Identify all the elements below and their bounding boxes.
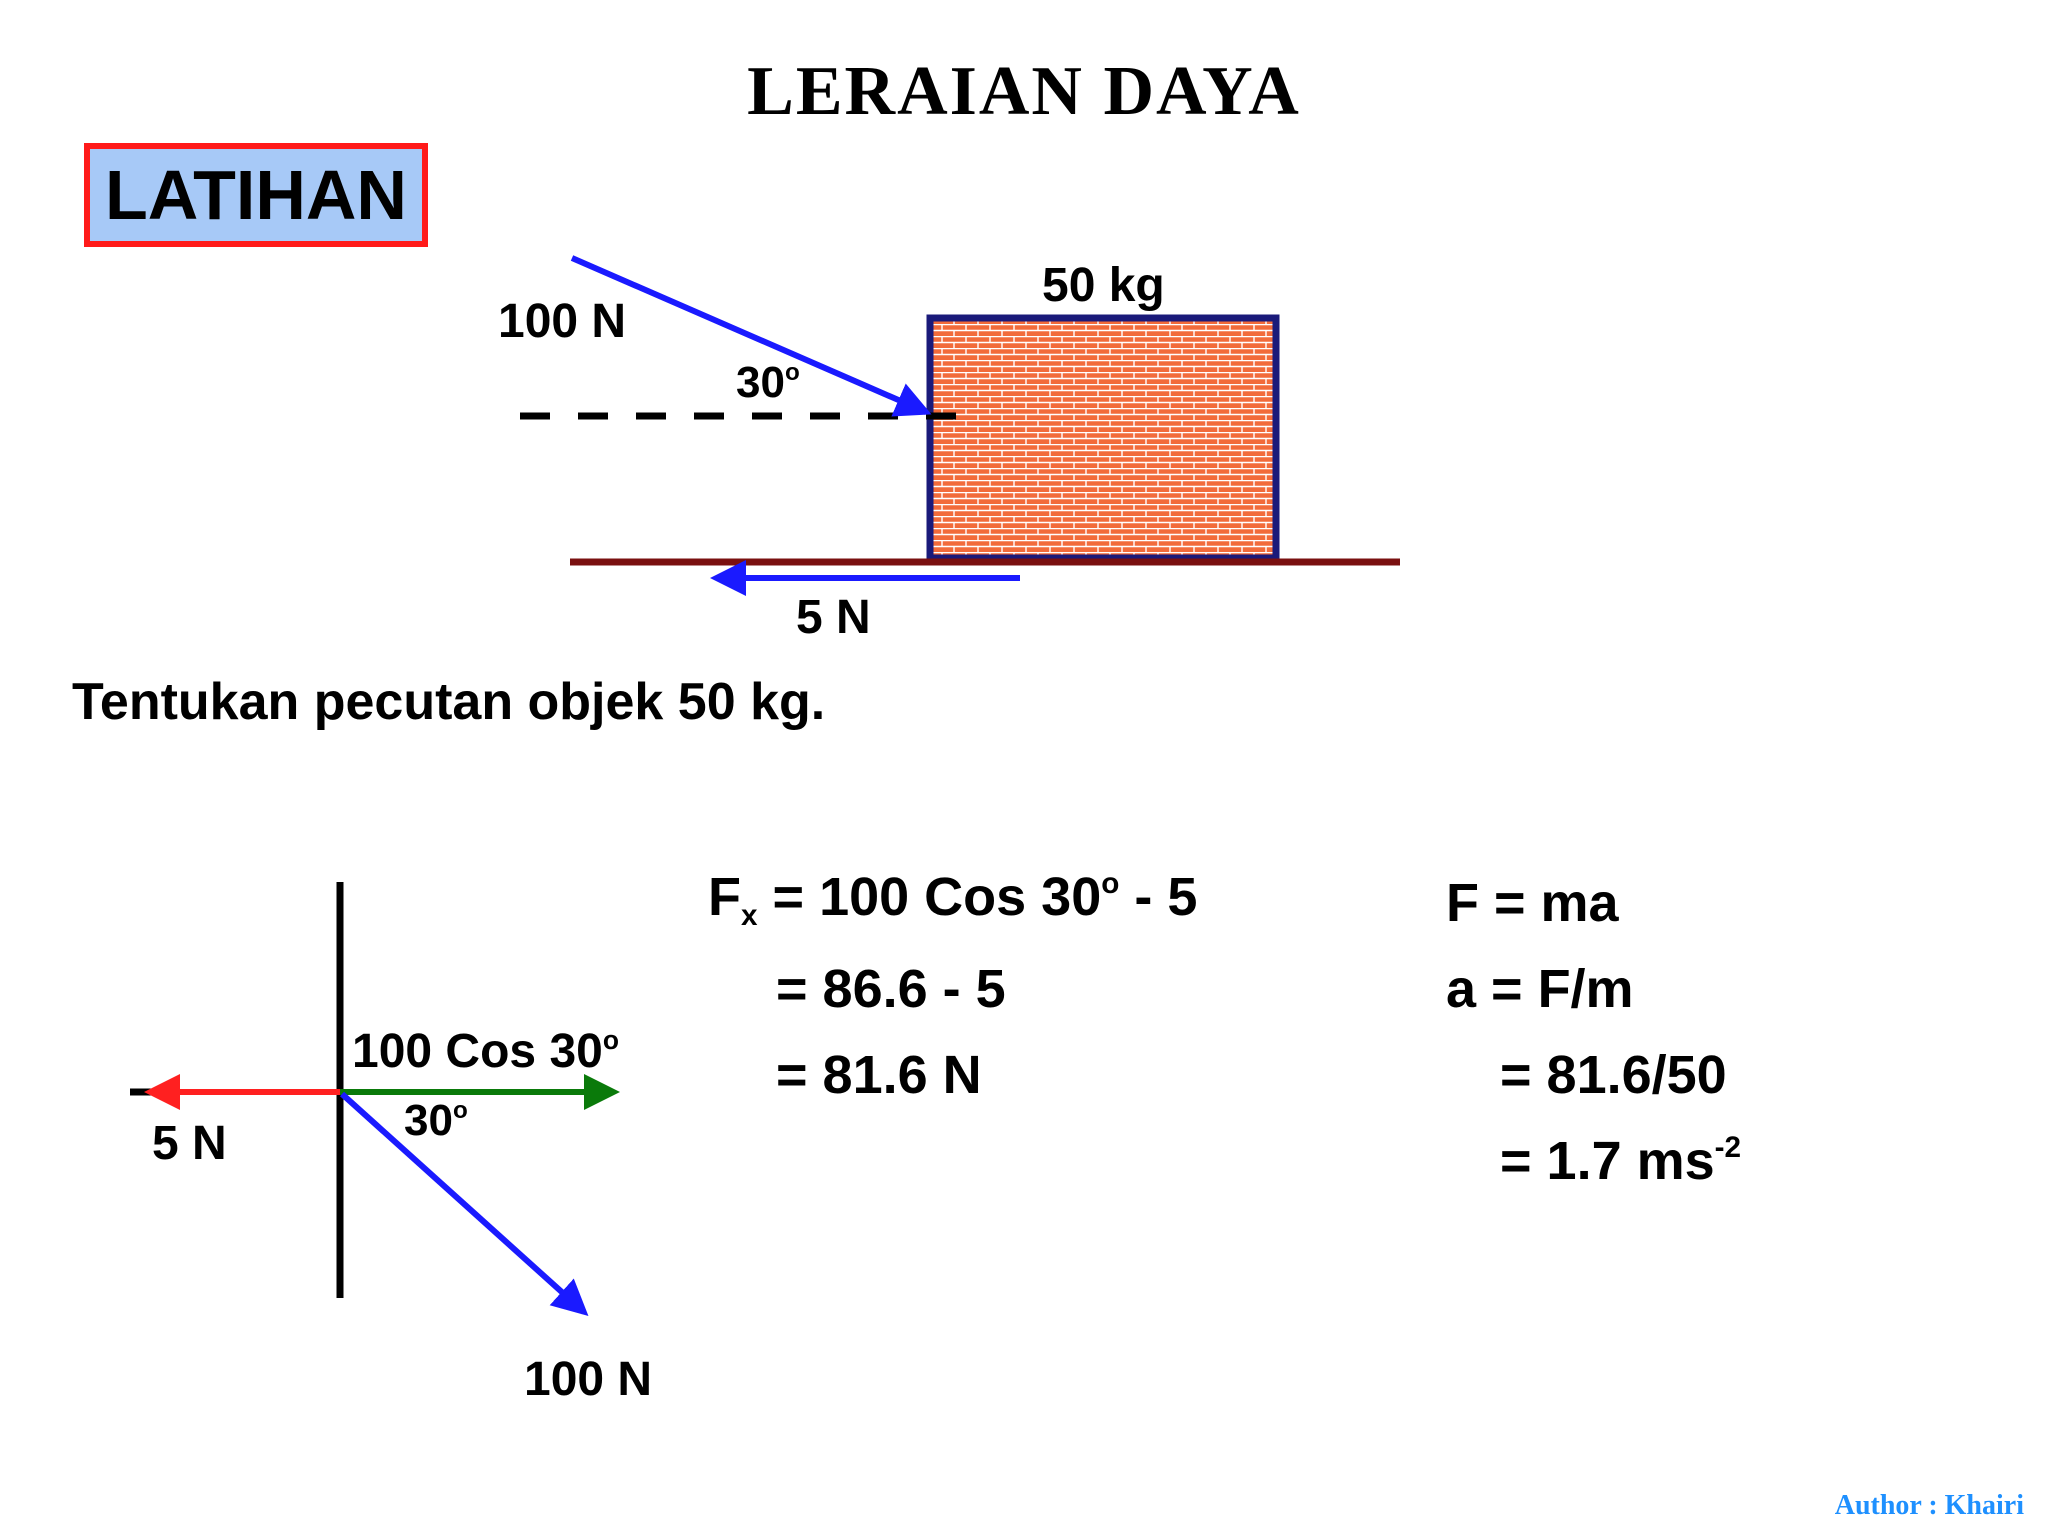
a-line-3: = 81.6/50 (1500, 1045, 1727, 1105)
fx-line-2: = 86.6 - 5 (776, 959, 1006, 1019)
component-label: 100 Cos 30o (352, 1025, 619, 1078)
question-text: Tentukan pecutan objek 50 kg. (72, 673, 826, 731)
force-label-bottom: 100 N (524, 1353, 653, 1406)
mass-label: 50 kg (1042, 259, 1165, 312)
page-title: LERAIAN DAYA (747, 53, 1301, 130)
angle-label-top: 30o (736, 358, 800, 407)
fx-line-3: = 81.6 N (776, 1045, 982, 1105)
a-line-2: a = F/m (1446, 959, 1634, 1019)
latihan-label: LATIHAN (105, 156, 407, 234)
applied-force-label: 100 N (498, 295, 627, 348)
brick-block (926, 314, 1280, 562)
author-credit: Author : Khairi (1834, 1490, 2024, 1521)
a-line-1: F = ma (1446, 873, 1619, 933)
fx-line-1: Fx = 100 Cos 30o - 5 (708, 867, 1198, 933)
latihan-badge: LATIHAN (84, 143, 428, 247)
friction-label-bottom: 5 N (152, 1117, 227, 1170)
a-line-4: = 1.7 ms-2 (1500, 1131, 1742, 1191)
friction-label: 5 N (796, 591, 871, 644)
applied-force-arrow (570, 255, 932, 417)
force-arrow-bottom (339, 1091, 589, 1317)
angle-label-bottom: 30o (404, 1096, 468, 1145)
